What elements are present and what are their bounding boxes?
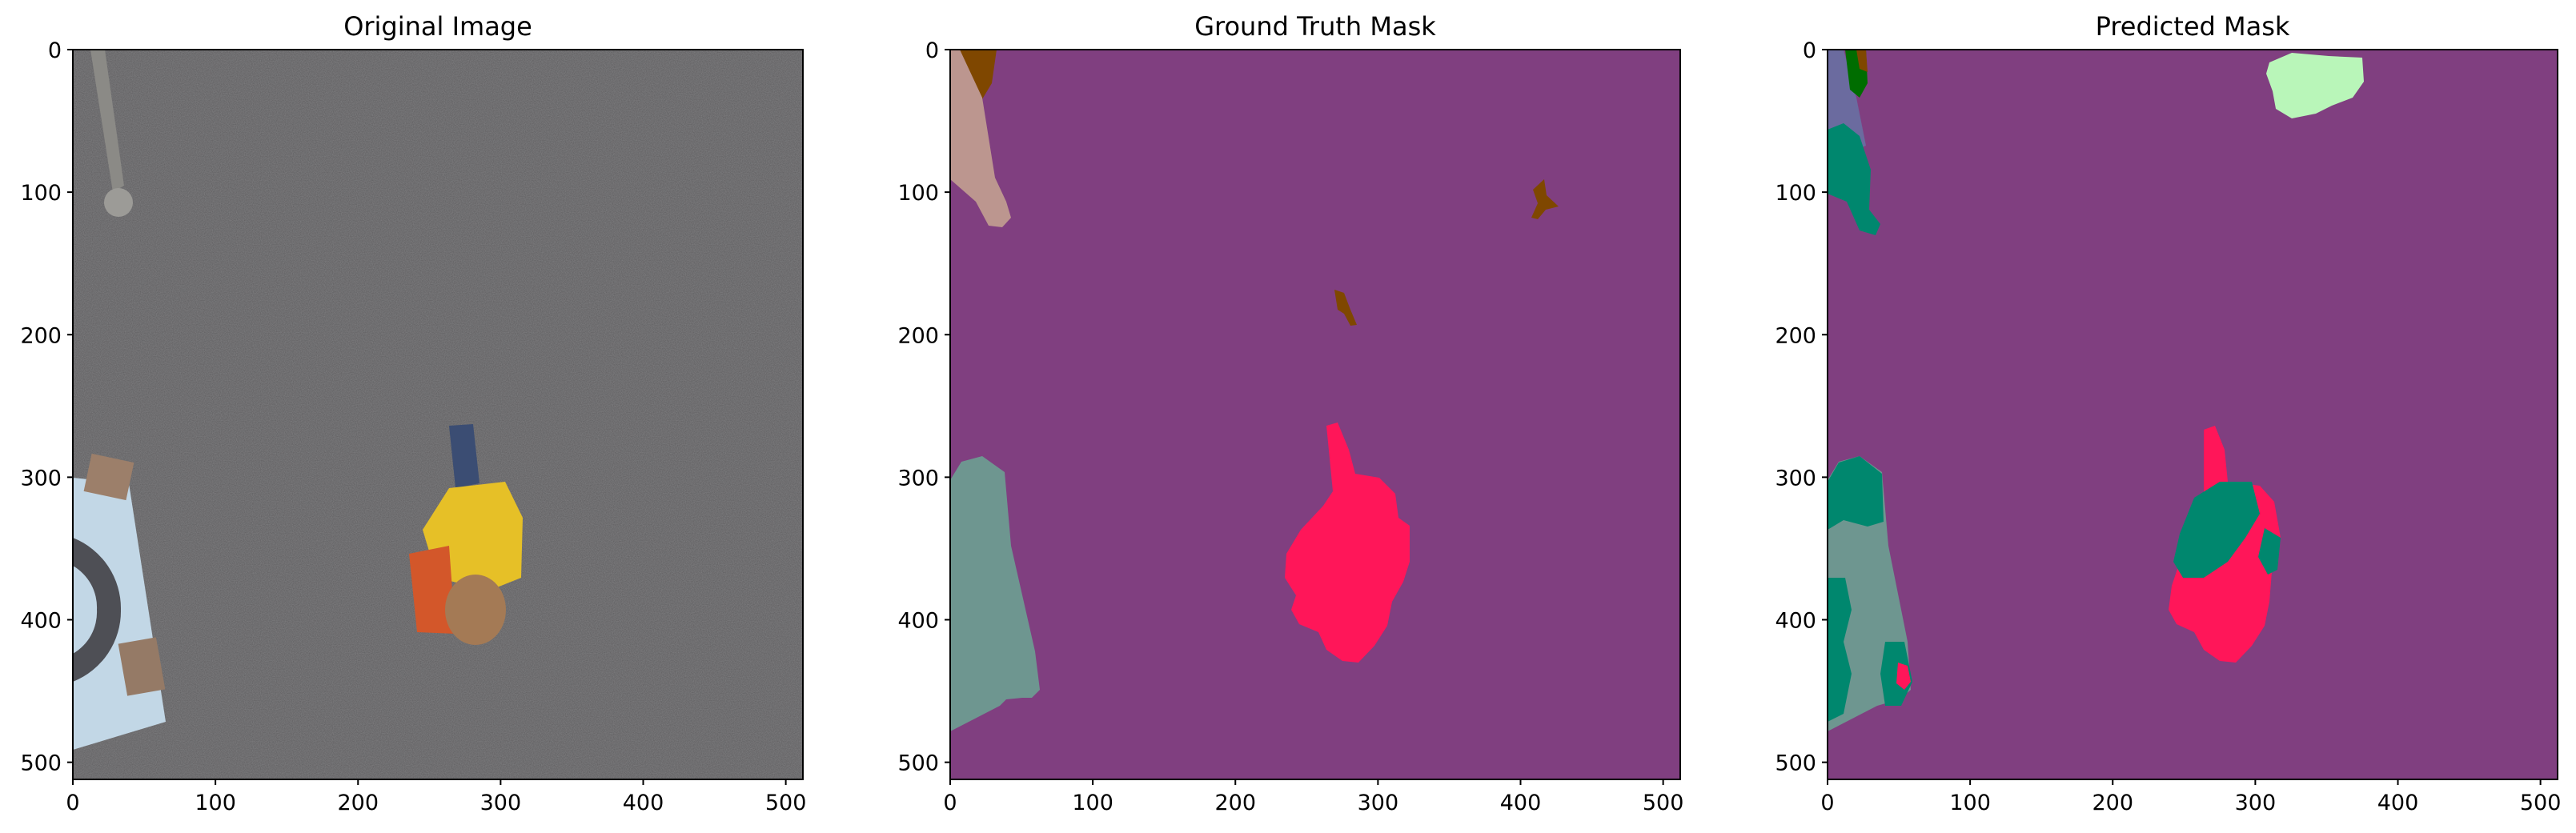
y-tick-label: 500 [1775, 751, 1816, 776]
y-tick-label: 200 [1775, 323, 1816, 348]
brick-top [83, 453, 134, 501]
x-axis-original: 0 100 200 300 400 500 [66, 779, 806, 815]
y-tick-label: 300 [1775, 466, 1816, 491]
x-tick-label: 500 [2520, 791, 2562, 815]
x-tick-label: 200 [337, 791, 379, 815]
y-tick-label: 200 [897, 323, 939, 348]
mask-background-region [950, 50, 1680, 779]
x-tick-label: 0 [943, 791, 957, 815]
x-tick-label: 0 [1820, 791, 1834, 815]
gt-pole-region [950, 50, 1011, 227]
pred-vegetation-ground-top [1828, 456, 1884, 530]
axes-frame-ground-truth [949, 49, 1681, 780]
pred-vegetation-on-person [2173, 482, 2260, 578]
y-tick-label: 100 [1775, 181, 1816, 206]
x-tick-label: 100 [1072, 791, 1113, 815]
panel-ground-truth-mask: Ground Truth Mask 0 100 200 300 400 500 0 100 2… [897, 11, 1683, 815]
y-tick-label: 400 [1775, 609, 1816, 634]
pole-shadow [90, 50, 124, 192]
y-tick-label: 200 [20, 323, 62, 348]
panel-predicted-mask: Predicted Mask 0 100 200 300 400 500 0 100 200 3… [1775, 11, 2561, 815]
x-tick-label: 300 [480, 791, 522, 815]
y-tick-label: 300 [897, 466, 939, 491]
axes-frame-predicted [1827, 49, 2558, 780]
x-tick-label: 400 [1500, 791, 1542, 815]
gt-person-region [1285, 423, 1410, 663]
x-tick-label: 400 [2377, 791, 2419, 815]
y-axis-original: 0 100 200 300 400 500 [20, 38, 73, 776]
pred-vegetation-left-top [1828, 123, 1880, 235]
y-tick-label: 100 [20, 181, 62, 206]
y-tick-label: 0 [1803, 38, 1816, 63]
x-tick-label: 500 [1643, 791, 1684, 815]
x-tick-label: 200 [2092, 791, 2133, 815]
panel-title-predicted: Predicted Mask [2096, 11, 2290, 42]
x-tick-label: 500 [765, 791, 807, 815]
panel-title-original: Original Image [343, 11, 532, 42]
person-scarf [409, 546, 455, 634]
gt-ground-patch [950, 456, 1040, 731]
panel-original-image: Original Image 0 100 200 300 400 500 0 100 200 3… [20, 11, 806, 815]
pred-vegetation-ground-left [1828, 578, 1852, 722]
x-axis-predicted: 0 100 200 300 400 500 [1820, 779, 2561, 815]
brick-bottom [118, 637, 166, 696]
y-tick-label: 0 [925, 38, 939, 63]
pred-vegetation-person-right [2258, 528, 2281, 575]
y-tick-label: 500 [897, 751, 939, 776]
y-axis-predicted: 0 100 200 300 400 500 [1775, 38, 1828, 776]
gt-dirt-patch-right [1531, 179, 1559, 219]
sign-symbol [73, 538, 122, 682]
pole-base [104, 188, 133, 217]
y-tick-label: 400 [897, 609, 939, 634]
x-axis-ground-truth: 0 100 200 300 400 500 [943, 779, 1683, 815]
x-tick-label: 0 [66, 791, 79, 815]
asphalt-texture [73, 50, 803, 779]
axes-frame-original [72, 49, 804, 780]
y-tick-label: 0 [48, 38, 62, 63]
pred-grass-top [2266, 53, 2364, 118]
ground-truth-mask-image [950, 50, 1680, 779]
person-legs [449, 424, 479, 488]
pred-person-small-left [1896, 663, 1911, 690]
predicted-mask-image [1828, 50, 2558, 779]
gt-dirt-patch-center [1334, 290, 1357, 326]
x-tick-label: 400 [623, 791, 664, 815]
x-tick-label: 300 [1358, 791, 1399, 815]
x-tick-label: 300 [2235, 791, 2277, 815]
y-tick-label: 400 [20, 609, 62, 634]
pred-dirt-top [1856, 50, 1868, 72]
original-image [73, 50, 803, 779]
x-tick-label: 100 [195, 791, 236, 815]
pred-background-region [1828, 50, 2558, 779]
y-axis-ground-truth: 0 100 200 300 400 500 [897, 38, 950, 776]
x-tick-label: 200 [1214, 791, 1256, 815]
y-tick-label: 500 [20, 751, 62, 776]
panel-title-ground-truth: Ground Truth Mask [1194, 11, 1436, 42]
y-tick-label: 100 [897, 181, 939, 206]
y-tick-label: 300 [20, 466, 62, 491]
x-tick-label: 100 [1949, 791, 1991, 815]
person-head [445, 575, 506, 645]
